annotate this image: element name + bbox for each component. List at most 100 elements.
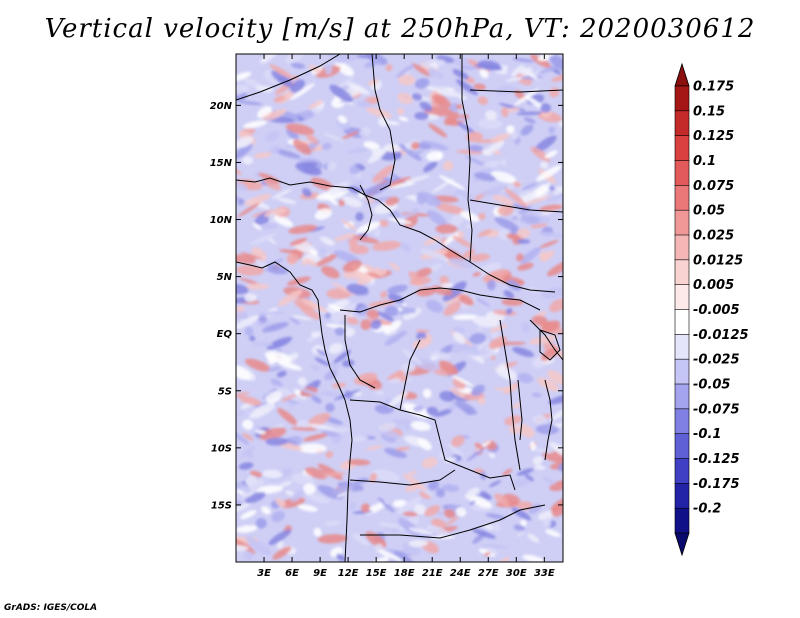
- field-blob: [537, 231, 563, 238]
- field-blob: [357, 267, 381, 285]
- colorbar-label: 0.025: [693, 229, 734, 244]
- field-blob: [336, 553, 346, 562]
- field-blob: [544, 150, 558, 159]
- field-blob: [532, 357, 544, 369]
- field-blob: [466, 131, 484, 143]
- colorbar-label: 0.0125: [693, 253, 743, 268]
- border-line: [469, 89, 563, 93]
- field-blob: [402, 473, 427, 491]
- field-blob: [366, 309, 380, 319]
- field-blob: [411, 63, 431, 77]
- field-blob: [286, 253, 299, 264]
- field-blob: [395, 64, 415, 78]
- field-blob: [397, 517, 423, 538]
- field-blob: [385, 64, 393, 72]
- field-blob: [475, 63, 504, 71]
- field-blob: [534, 464, 546, 471]
- field-blob: [452, 69, 469, 80]
- velocity-field: [236, 54, 563, 562]
- field-blob: [351, 235, 380, 244]
- field-blob: [268, 212, 275, 224]
- field-blob: [373, 229, 381, 237]
- field-blob: [291, 427, 318, 431]
- field-blob: [278, 481, 293, 488]
- field-blob: [259, 427, 287, 441]
- field-blob: [322, 472, 346, 477]
- x-tick-label: 27E: [478, 568, 499, 579]
- field-blob: [389, 209, 402, 219]
- field-blob: [384, 320, 402, 335]
- field-blob: [428, 480, 440, 491]
- field-blob: [527, 533, 540, 543]
- colorbar-segment: [674, 433, 690, 460]
- field-blob: [438, 175, 466, 191]
- field-blob: [478, 212, 486, 221]
- field-blob: [494, 493, 510, 507]
- field-blob: [403, 307, 422, 320]
- field-blob: [253, 152, 273, 159]
- field-blob: [288, 224, 318, 234]
- colorbar-label: 0.1: [693, 154, 716, 169]
- field-blob: [315, 253, 338, 267]
- field-blob: [389, 262, 401, 271]
- field-blob: [372, 164, 394, 183]
- field-blob: [455, 507, 467, 517]
- field-blob: [325, 323, 349, 329]
- field-blob: [325, 451, 334, 459]
- border-line: [349, 469, 456, 486]
- field-blob: [263, 178, 281, 191]
- field-blob: [269, 64, 294, 79]
- field-blob: [404, 175, 431, 183]
- field-blob: [236, 84, 249, 96]
- field-blob: [291, 473, 315, 485]
- field-blob: [403, 544, 421, 556]
- field-blob: [539, 251, 550, 260]
- field-blob: [236, 525, 258, 533]
- field-blob: [501, 65, 509, 70]
- field-blob: [243, 120, 267, 129]
- field-blob: [452, 332, 466, 344]
- field-blob: [540, 103, 551, 113]
- field-blob: [396, 107, 405, 115]
- field-blob: [395, 446, 410, 451]
- field-blob: [506, 279, 522, 291]
- field-blob: [504, 188, 528, 208]
- field-blob: [451, 435, 465, 448]
- colorbar-label: 0.005: [693, 278, 734, 293]
- field-blob: [346, 283, 369, 295]
- field-blob: [264, 208, 287, 217]
- field-blob: [236, 254, 257, 264]
- border-line: [236, 177, 556, 293]
- colorbar-segment: [674, 85, 690, 112]
- field-blob: [258, 258, 284, 273]
- field-blob: [290, 489, 305, 502]
- field-blob: [248, 539, 272, 556]
- field-blob: [256, 310, 286, 317]
- border-line: [349, 399, 516, 491]
- field-blob: [448, 257, 474, 269]
- field-blob: [273, 95, 286, 103]
- colorbar-segment: [674, 408, 690, 435]
- lake-outline: [359, 184, 373, 241]
- x-tick-label: 6E: [285, 568, 299, 579]
- field-blob: [321, 266, 340, 279]
- field-blob: [378, 549, 403, 562]
- field-blob: [477, 229, 493, 237]
- field-blob: [237, 100, 263, 106]
- colorbar-label: 0.175: [693, 80, 734, 95]
- field-blob: [349, 165, 360, 175]
- field-blob: [435, 488, 446, 498]
- x-tick-label: 3E: [257, 568, 271, 579]
- border-line: [360, 504, 546, 539]
- field-blob: [400, 242, 412, 253]
- field-blob: [236, 428, 250, 446]
- colorbar-label: 0.05: [693, 204, 725, 219]
- field-blob: [371, 556, 393, 562]
- field-blob: [236, 71, 252, 82]
- field-blob: [503, 290, 515, 299]
- field-blob: [512, 347, 535, 357]
- field-blob: [281, 394, 297, 402]
- field-blob: [366, 54, 388, 65]
- field-blob: [424, 505, 441, 517]
- field-blob: [422, 388, 432, 399]
